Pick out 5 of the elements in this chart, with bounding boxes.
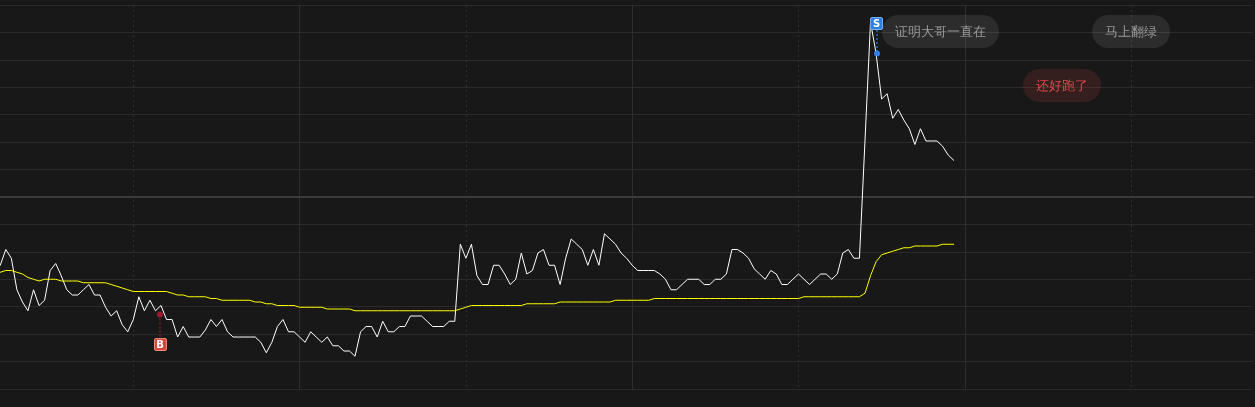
annotation: S <box>870 16 883 30</box>
annotation: B <box>153 337 167 351</box>
annotation: 马上翻绿 <box>1092 15 1170 48</box>
annotation: 还好跑了 <box>1023 69 1101 102</box>
annotation: 证明大哥一直在 <box>882 15 999 48</box>
